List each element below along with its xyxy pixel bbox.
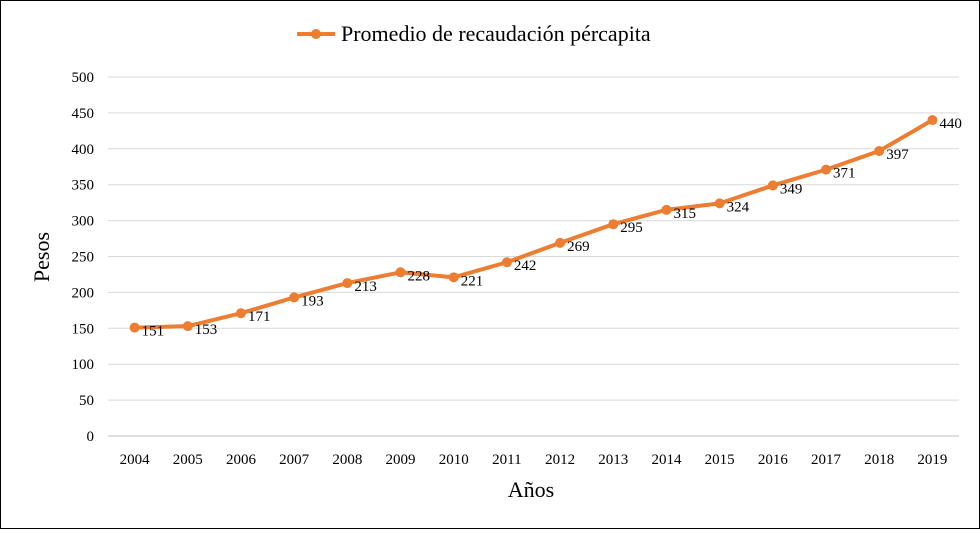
legend: Promedio de recaudación pércapita bbox=[297, 21, 651, 46]
x-tick-label: 2005 bbox=[173, 452, 203, 468]
x-tick-label: 2015 bbox=[705, 452, 735, 468]
x-tick-label: 2012 bbox=[545, 452, 575, 468]
data-label: 242 bbox=[514, 258, 537, 274]
y-tick-label: 50 bbox=[79, 393, 94, 409]
y-tick-label: 450 bbox=[72, 106, 95, 122]
data-label: 269 bbox=[567, 239, 590, 255]
data-point bbox=[501, 257, 512, 268]
data-point bbox=[289, 292, 300, 303]
y-tick-label: 350 bbox=[72, 178, 95, 194]
data-point bbox=[874, 145, 885, 156]
data-point bbox=[608, 219, 619, 230]
data-label: 213 bbox=[354, 279, 377, 295]
legend-label: Promedio de recaudación pércapita bbox=[341, 21, 651, 46]
y-tick-label: 250 bbox=[72, 250, 95, 266]
data-label: 151 bbox=[142, 324, 165, 340]
x-axis-title: Años bbox=[508, 477, 554, 502]
x-tick-label: 2011 bbox=[492, 452, 521, 468]
data-point bbox=[448, 272, 459, 283]
gridlines bbox=[108, 76, 959, 401]
x-tick-label: 2007 bbox=[279, 452, 310, 468]
data-label: 295 bbox=[620, 220, 643, 236]
x-tick-label: 2009 bbox=[386, 452, 416, 468]
x-tick-label: 2014 bbox=[651, 452, 682, 468]
y-tick-label: 200 bbox=[72, 285, 95, 301]
x-tick-label: 2008 bbox=[332, 452, 362, 468]
data-label: 171 bbox=[248, 309, 271, 325]
x-tick-label: 2016 bbox=[758, 452, 789, 468]
data-label: 324 bbox=[727, 199, 750, 215]
x-tick-label: 2010 bbox=[439, 452, 469, 468]
y-tick-label: 500 bbox=[72, 70, 95, 86]
data-label: 397 bbox=[886, 147, 909, 163]
data-label: 221 bbox=[461, 273, 484, 289]
data-point bbox=[714, 198, 725, 209]
y-tick-label: 150 bbox=[72, 321, 95, 337]
x-tick-label: 2006 bbox=[226, 452, 257, 468]
data-point bbox=[555, 237, 566, 248]
y-tick-label: 300 bbox=[72, 214, 95, 230]
data-label: 440 bbox=[939, 116, 962, 132]
y-axis-title: Pesos bbox=[29, 232, 54, 282]
series-line bbox=[132, 118, 935, 330]
data-point bbox=[927, 115, 938, 126]
data-point bbox=[342, 278, 353, 289]
data-point bbox=[395, 267, 406, 278]
x-tick-label: 2018 bbox=[864, 452, 894, 468]
x-tick-label: 2013 bbox=[598, 452, 628, 468]
data-label: 193 bbox=[301, 293, 324, 309]
data-label: 228 bbox=[408, 268, 431, 284]
y-tick-label: 0 bbox=[87, 429, 95, 445]
data-point bbox=[821, 164, 832, 175]
y-tick-label: 400 bbox=[72, 142, 95, 158]
legend-marker-swatch bbox=[311, 29, 321, 39]
series-layer bbox=[129, 115, 938, 333]
data-point bbox=[182, 321, 193, 332]
axes: 0 50 100 150 200 250 300 350 400 450 500 2004 2005 20… bbox=[72, 70, 959, 468]
data-label: 349 bbox=[780, 181, 803, 197]
x-tick-label: 2019 bbox=[917, 452, 947, 468]
data-point bbox=[767, 180, 778, 191]
y-tick-label: 100 bbox=[72, 357, 95, 373]
data-point bbox=[129, 322, 140, 333]
data-label: 371 bbox=[833, 166, 856, 182]
data-label: 315 bbox=[673, 206, 696, 222]
data-point bbox=[661, 204, 672, 215]
data-labels: 151 153 171 193 213 228 221 242 269 295 315 324 349 3… bbox=[142, 116, 962, 340]
x-tick-label: 2004 bbox=[120, 452, 151, 468]
x-tick-label: 2017 bbox=[811, 452, 842, 468]
data-label: 153 bbox=[195, 322, 218, 338]
data-point bbox=[235, 308, 246, 319]
